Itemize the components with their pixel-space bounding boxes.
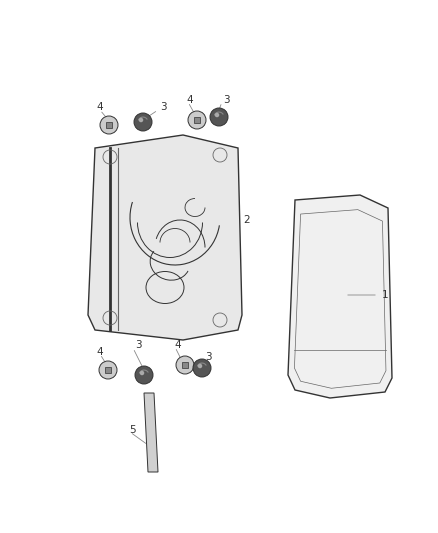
Circle shape bbox=[140, 371, 144, 375]
Circle shape bbox=[139, 118, 143, 122]
Circle shape bbox=[135, 366, 153, 384]
Circle shape bbox=[176, 356, 194, 374]
Circle shape bbox=[100, 116, 118, 134]
Circle shape bbox=[188, 111, 206, 129]
Polygon shape bbox=[288, 195, 392, 398]
Text: 4: 4 bbox=[97, 347, 103, 357]
Circle shape bbox=[210, 108, 228, 126]
Text: 3: 3 bbox=[160, 102, 166, 112]
Circle shape bbox=[198, 364, 202, 368]
Circle shape bbox=[99, 361, 117, 379]
Text: 3: 3 bbox=[223, 95, 230, 105]
Text: 4: 4 bbox=[97, 102, 103, 112]
Circle shape bbox=[215, 113, 219, 117]
Bar bbox=[105, 367, 111, 373]
Circle shape bbox=[193, 359, 211, 377]
Text: 4: 4 bbox=[187, 95, 193, 105]
Text: 3: 3 bbox=[205, 352, 211, 362]
Text: 1: 1 bbox=[381, 290, 389, 300]
Polygon shape bbox=[144, 393, 158, 472]
Bar bbox=[106, 122, 112, 128]
Text: 4: 4 bbox=[175, 340, 181, 350]
Bar bbox=[194, 117, 200, 123]
Polygon shape bbox=[88, 135, 242, 340]
Circle shape bbox=[134, 113, 152, 131]
Text: 2: 2 bbox=[244, 215, 250, 225]
Text: 5: 5 bbox=[129, 425, 135, 435]
Text: 3: 3 bbox=[135, 340, 141, 350]
Bar bbox=[182, 362, 188, 368]
